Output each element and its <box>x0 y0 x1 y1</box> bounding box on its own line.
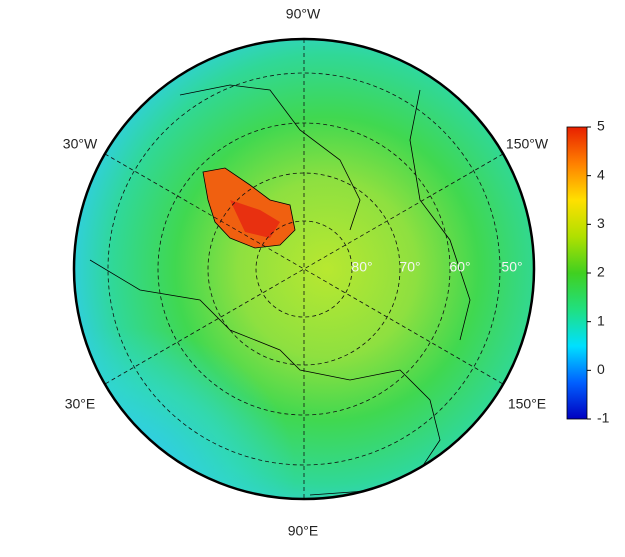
lon-label: 90°E <box>288 523 319 539</box>
lon-label: 150°E <box>508 396 546 412</box>
coastline <box>179 84 361 231</box>
colorbar-tick-label: 4 <box>597 166 605 182</box>
lat-label: 70° <box>399 259 420 275</box>
colorbar: -1 0 1 2 3 4 5 <box>566 118 610 426</box>
colorbar-tick-label: -1 <box>597 410 610 426</box>
colorbar-tick-label: 1 <box>597 312 605 328</box>
lat-label: 60° <box>449 259 470 275</box>
colorbar-tick-label: 2 <box>597 264 605 280</box>
lat-label: 50° <box>501 259 522 275</box>
coastline <box>409 89 471 341</box>
lon-label: 30°E <box>65 396 96 412</box>
map: 90°W 30°W 150°W 30°E 150°E 90°E 80° 70° … <box>63 6 549 539</box>
colorbar-tick-label: 5 <box>597 118 605 134</box>
lon-label: 150°W <box>506 136 549 152</box>
lon-label: 30°W <box>63 136 98 152</box>
greenland-core <box>230 200 280 238</box>
map-border <box>72 37 536 501</box>
lat-label: 80° <box>351 259 372 275</box>
colorbar-tick-label: 3 <box>597 215 605 231</box>
graticule <box>104 39 504 499</box>
colorbar-tick-label: 0 <box>597 361 605 377</box>
lon-label: 90°W <box>286 6 321 22</box>
low-region <box>74 250 370 499</box>
colorbar-scale <box>566 126 588 420</box>
